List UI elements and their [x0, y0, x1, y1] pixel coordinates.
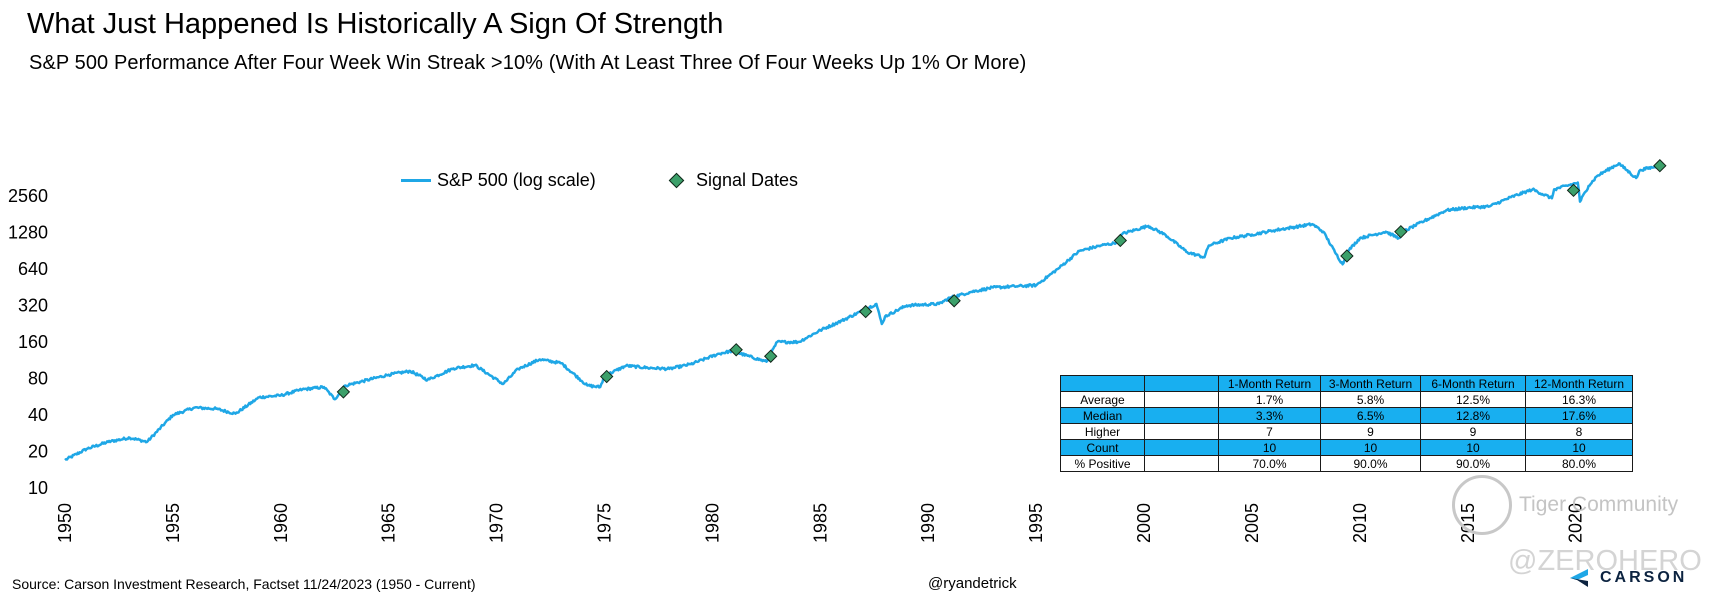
table-cell: 10: [1525, 439, 1633, 456]
x-tick-label: 1975: [595, 503, 615, 543]
table-row: Count 10 10 10 10: [1060, 439, 1633, 456]
x-tick-label: 1960: [271, 503, 291, 543]
x-tick-label: 2010: [1350, 503, 1370, 543]
chart-subtitle: S&P 500 Performance After Four Week Win …: [29, 52, 1027, 74]
y-tick-label: 160: [18, 332, 48, 352]
table-cell: 80.0%: [1525, 455, 1633, 472]
table-cell: [1144, 407, 1219, 424]
y-tick-label: 20: [28, 442, 48, 462]
table-cell: 10: [1420, 439, 1526, 456]
table-cell: [1144, 439, 1219, 456]
watermark-community: Tiger Community: [1519, 493, 1679, 516]
signal-marker: [1566, 183, 1581, 198]
author-handle: @ryandetrick: [928, 575, 1017, 592]
signal-marker: [1653, 159, 1667, 173]
y-tick-label: 640: [18, 259, 48, 279]
source-note: Source: Carson Investment Research, Fact…: [12, 576, 476, 592]
table-cell: 7: [1218, 423, 1321, 440]
tiger-logo-icon: [1452, 475, 1512, 535]
table-cell: 10: [1320, 439, 1421, 456]
table-row: Median 3.3% 6.5% 12.8% 17.6%: [1060, 407, 1633, 424]
table-cell: [1144, 455, 1219, 472]
watermark-user: @ZEROHERO: [1508, 545, 1702, 577]
signal-markers: [336, 159, 1667, 399]
table-header-cell: [1144, 375, 1219, 392]
y-axis: 10 20 40 80 160 320 640 1280 2560: [8, 186, 48, 498]
signal-marker: [336, 385, 351, 399]
x-axis: 1950 1955 1960 1965 1970 1975 1980 1985 1990 1995…: [55, 503, 1586, 543]
signal-marker: [1340, 249, 1354, 263]
table-cell: 8: [1525, 423, 1633, 440]
signal-marker: [947, 294, 961, 308]
table-cell: 1.7%: [1218, 391, 1321, 408]
table-row: % Positive 70.0% 90.0% 90.0% 80.0%: [1060, 455, 1633, 472]
table-header-cell: [1060, 375, 1145, 392]
x-tick-label: 1965: [379, 503, 399, 543]
signal-marker: [1394, 224, 1408, 239]
y-tick-label: 1280: [8, 223, 48, 243]
x-tick-label: 1980: [702, 503, 722, 543]
returns-table: 1-Month Return 3-Month Return 6-Month Re…: [1060, 375, 1633, 472]
chart-title: What Just Happened Is Historically A Sig…: [27, 8, 724, 40]
table-row-label: % Positive: [1060, 455, 1145, 472]
legend-sp500: S&P 500 (log scale): [401, 170, 596, 191]
legend-line-swatch: [401, 179, 431, 182]
table-cell: 16.3%: [1525, 391, 1633, 408]
x-tick-label: 1990: [918, 503, 938, 543]
carson-logo: CARSON: [1568, 567, 1687, 589]
x-tick-label: 1985: [810, 503, 830, 543]
x-tick-label: 2020: [1566, 503, 1586, 543]
table-cell: 9: [1320, 423, 1421, 440]
table-cell: 90.0%: [1420, 455, 1526, 472]
table-cell: 6.5%: [1320, 407, 1421, 424]
x-tick-label: 1995: [1026, 503, 1046, 543]
x-tick-label: 2000: [1134, 503, 1154, 543]
table-row: Average 1.7% 5.8% 12.5% 16.3%: [1060, 391, 1633, 408]
signal-marker: [729, 343, 743, 357]
legend-diamond-swatch: [668, 172, 685, 189]
legend-signal-dates: Signal Dates: [668, 170, 799, 191]
table-cell: 10: [1218, 439, 1321, 456]
table-cell: 3.3%: [1218, 407, 1321, 424]
table-cell: 9: [1420, 423, 1526, 440]
table-header-3m: 3-Month Return: [1320, 375, 1421, 392]
x-tick-label: 1970: [487, 503, 507, 543]
table-header-1m: 1-Month Return: [1218, 375, 1321, 392]
table-cell: 12.8%: [1420, 407, 1526, 424]
signal-marker: [763, 349, 778, 363]
table-header-6m: 6-Month Return: [1420, 375, 1526, 392]
table-cell: 70.0%: [1218, 455, 1321, 472]
table-row-label: Average: [1060, 391, 1145, 408]
table-row-label: Count: [1060, 439, 1145, 456]
table-row-label: Median: [1060, 407, 1145, 424]
y-tick-label: 2560: [8, 186, 48, 206]
signal-marker: [858, 304, 873, 319]
table-cell: [1144, 423, 1219, 440]
y-tick-label: 40: [28, 405, 48, 425]
x-tick-label: 2005: [1242, 503, 1262, 543]
table-row: Higher 7 9 9 8: [1060, 423, 1633, 440]
legend-signal-label: Signal Dates: [696, 170, 799, 190]
signal-marker: [599, 369, 614, 384]
y-tick-label: 80: [28, 369, 48, 389]
table-cell: 5.8%: [1320, 391, 1421, 408]
x-tick-label: 1950: [55, 503, 75, 543]
table-header-row: 1-Month Return 3-Month Return 6-Month Re…: [1060, 375, 1633, 392]
carson-mark-icon: [1570, 569, 1588, 587]
table-header-12m: 12-Month Return: [1525, 375, 1633, 392]
y-tick-label: 10: [28, 478, 48, 498]
table-row-label: Higher: [1060, 423, 1145, 440]
table-cell: 12.5%: [1420, 391, 1526, 408]
y-tick-label: 320: [18, 296, 48, 316]
signal-marker: [1113, 233, 1128, 248]
table-cell: 90.0%: [1320, 455, 1421, 472]
x-tick-label: 1955: [163, 503, 183, 543]
carson-wordmark: CARSON: [1600, 569, 1688, 586]
table-cell: [1144, 391, 1219, 408]
table-cell: 17.6%: [1525, 407, 1633, 424]
legend-sp500-label: S&P 500 (log scale): [437, 170, 596, 190]
